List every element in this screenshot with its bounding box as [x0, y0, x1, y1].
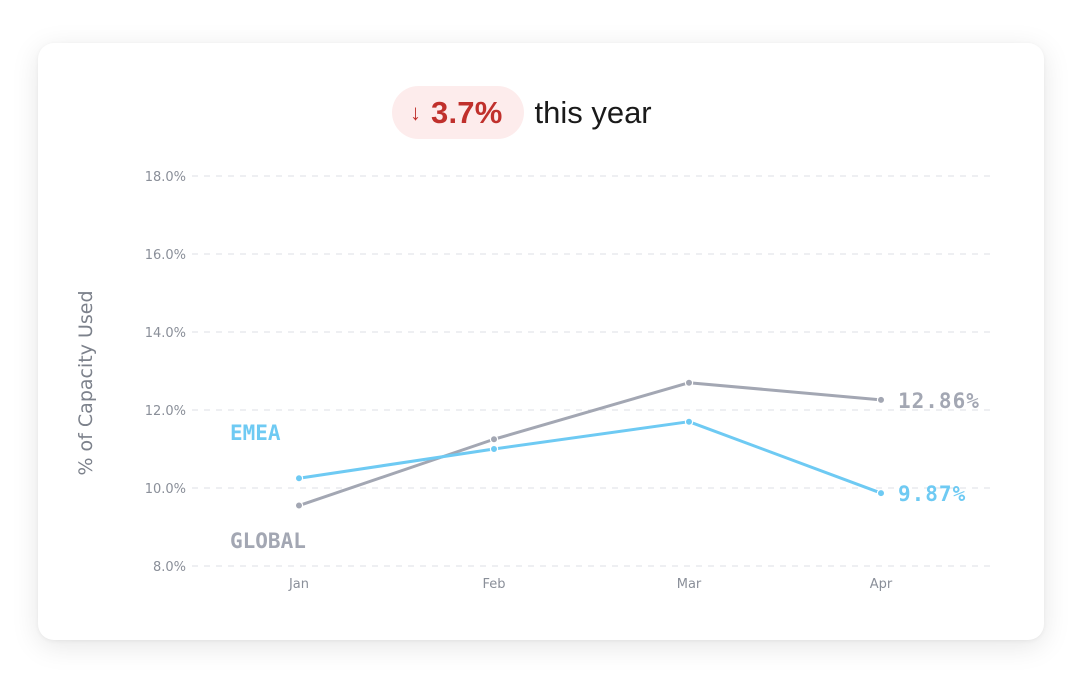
data-point: [684, 417, 694, 426]
y-tick-label: 18.0%: [145, 170, 186, 185]
data-point: [876, 395, 886, 405]
series-labels: GLOBAL 12.86% EMEA 9.87%: [230, 389, 980, 553]
series-line-global: [297, 381, 883, 508]
arrow-down-icon: ↓: [410, 99, 421, 125]
end-value-emea: 9.87%: [898, 482, 966, 506]
data-point: [684, 378, 694, 387]
series-line-emea: [297, 420, 883, 495]
change-period: this year: [534, 94, 652, 130]
series-lines: [294, 378, 886, 510]
grid-lines: [192, 175, 990, 567]
change-value: 3.7%: [431, 94, 503, 130]
y-tick-label: 8.0%: [153, 560, 186, 575]
end-value-global: 12.86%: [898, 389, 980, 413]
change-badge: ↓ 3.7%: [392, 86, 525, 139]
data-point: [489, 444, 499, 454]
x-tick-label: Apr: [870, 577, 893, 592]
data-point: [294, 474, 304, 483]
chart-card: [38, 43, 1044, 640]
series-name-global: GLOBAL: [230, 529, 306, 553]
series-name-emea: EMEA: [230, 421, 281, 445]
y-axis-label: % of Capacity Used: [75, 290, 97, 475]
y-tick-label: 10.0%: [145, 482, 186, 497]
y-tick-label: 16.0%: [145, 248, 186, 263]
y-tick-label: 12.0%: [145, 404, 186, 419]
data-point: [489, 435, 499, 444]
data-point: [876, 488, 886, 498]
change-summary: ↓ 3.7% this year: [392, 86, 652, 139]
data-point: [294, 501, 304, 510]
x-tick-label: Mar: [677, 577, 702, 592]
y-axis-ticks: 8.0% 10.0% 12.0% 14.0% 16.0% 18.0%: [145, 170, 186, 575]
x-axis-ticks: Jan Feb Mar Apr: [288, 577, 893, 592]
y-tick-label: 14.0%: [145, 326, 186, 341]
x-tick-label: Feb: [482, 577, 505, 592]
x-tick-label: Jan: [288, 577, 309, 592]
